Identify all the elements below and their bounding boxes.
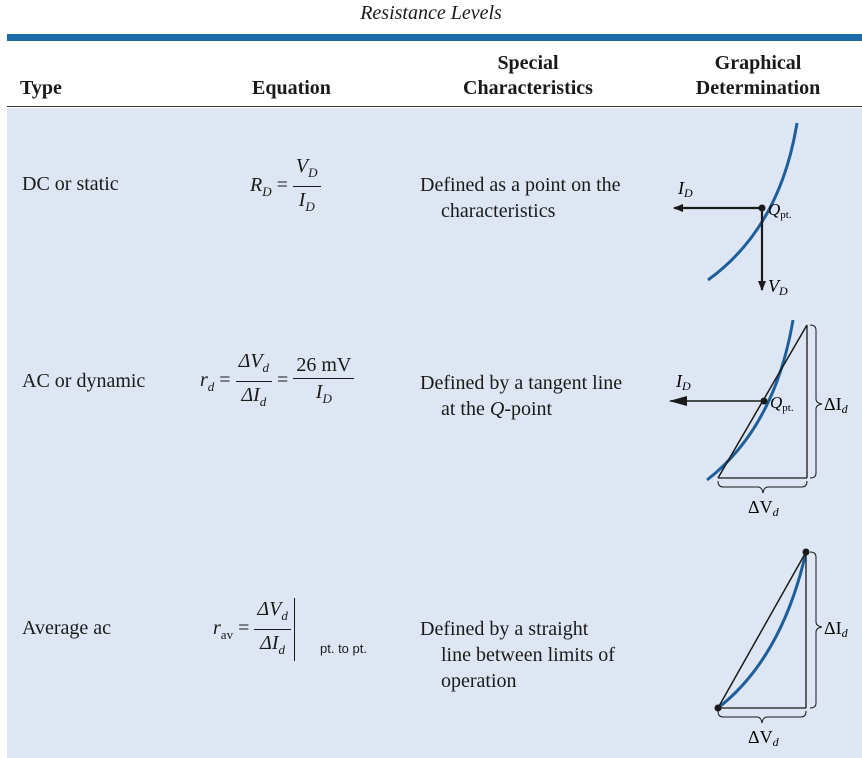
row3-type: Average ac [22, 617, 112, 639]
row2-eq-lhs: rd [200, 369, 215, 395]
header-graphical-line1: Graphical [714, 52, 802, 74]
row1-equation: RD = VD ID [250, 155, 321, 218]
row2-graph: ID Qpt. ΔId ΔVd [669, 319, 849, 519]
row1-label-q: Qpt. [768, 200, 792, 221]
row3-chord-line [717, 551, 807, 709]
row3-eq-lhs: rav [213, 617, 234, 643]
header-equation: Equation [252, 77, 331, 99]
row2-type: AC or dynamic [22, 370, 146, 392]
row3-label-delta-v: ΔVd [748, 727, 780, 749]
row3-delta-i-brace [809, 551, 823, 709]
row2-label-q: Qpt. [770, 393, 794, 414]
table-body [7, 108, 862, 758]
row1-q-point [758, 204, 766, 212]
row3-equation: rav = ΔVd ΔId [213, 598, 295, 661]
header-special-line1: Special [497, 52, 559, 74]
row1-graph: ID Qpt. VD [673, 122, 799, 298]
row2-eq-fraction1: ΔVd ΔId [235, 350, 273, 413]
row2-delta-i-brace [809, 324, 823, 479]
row2-characteristic-curve [706, 319, 795, 482]
row2-eq-fraction2: 26 mV ID [293, 354, 355, 410]
row1-eq-lhs: RD [250, 174, 272, 200]
row1-label-vd: VD [768, 276, 788, 298]
header-rule [7, 106, 862, 107]
row1-type: DC or static [22, 173, 119, 195]
row3-delta-v-brace [717, 710, 807, 724]
row1-label-id: ID [677, 178, 693, 200]
table-caption: Resistance Levels [360, 2, 502, 24]
row3-label-delta-i: ΔId [824, 618, 849, 640]
row3-characteristic-curve [717, 551, 808, 710]
header-special: Special Characteristics [428, 51, 628, 101]
row2-label-delta-i: ΔId [824, 394, 849, 416]
row2-description: Defined by a tangent line at the Q-point [420, 372, 623, 420]
row1-description: Defined as a point on the characteristic… [420, 174, 621, 222]
row3-upper-limit-point [802, 548, 810, 556]
row2-q-point [760, 397, 768, 405]
top-accent-bar [7, 34, 862, 41]
row3-graph: ΔId ΔVd [714, 548, 849, 749]
row2-label-id: ID [675, 371, 691, 393]
row2-delta-v-brace [717, 480, 808, 494]
row3-eq-fraction: ΔVd ΔId [254, 598, 295, 661]
header-graphical: Graphical Determination [665, 51, 851, 101]
row3-lower-limit-point [714, 704, 722, 712]
header-special-line2: Characteristics [463, 77, 593, 99]
row1-eq-fraction: VD ID [292, 155, 321, 218]
row1-characteristic-curve [707, 122, 799, 282]
row3-eq-evaluation: pt. to pt. [320, 641, 367, 656]
header-graphical-line2: Determination [695, 77, 821, 99]
row2-label-delta-v: ΔVd [748, 497, 780, 519]
header-type: Type [20, 77, 62, 99]
row2-equation: rd = ΔVd ΔId = 26 mV ID [200, 350, 355, 413]
row3-description: Defined by a straight line between limit… [420, 618, 615, 692]
